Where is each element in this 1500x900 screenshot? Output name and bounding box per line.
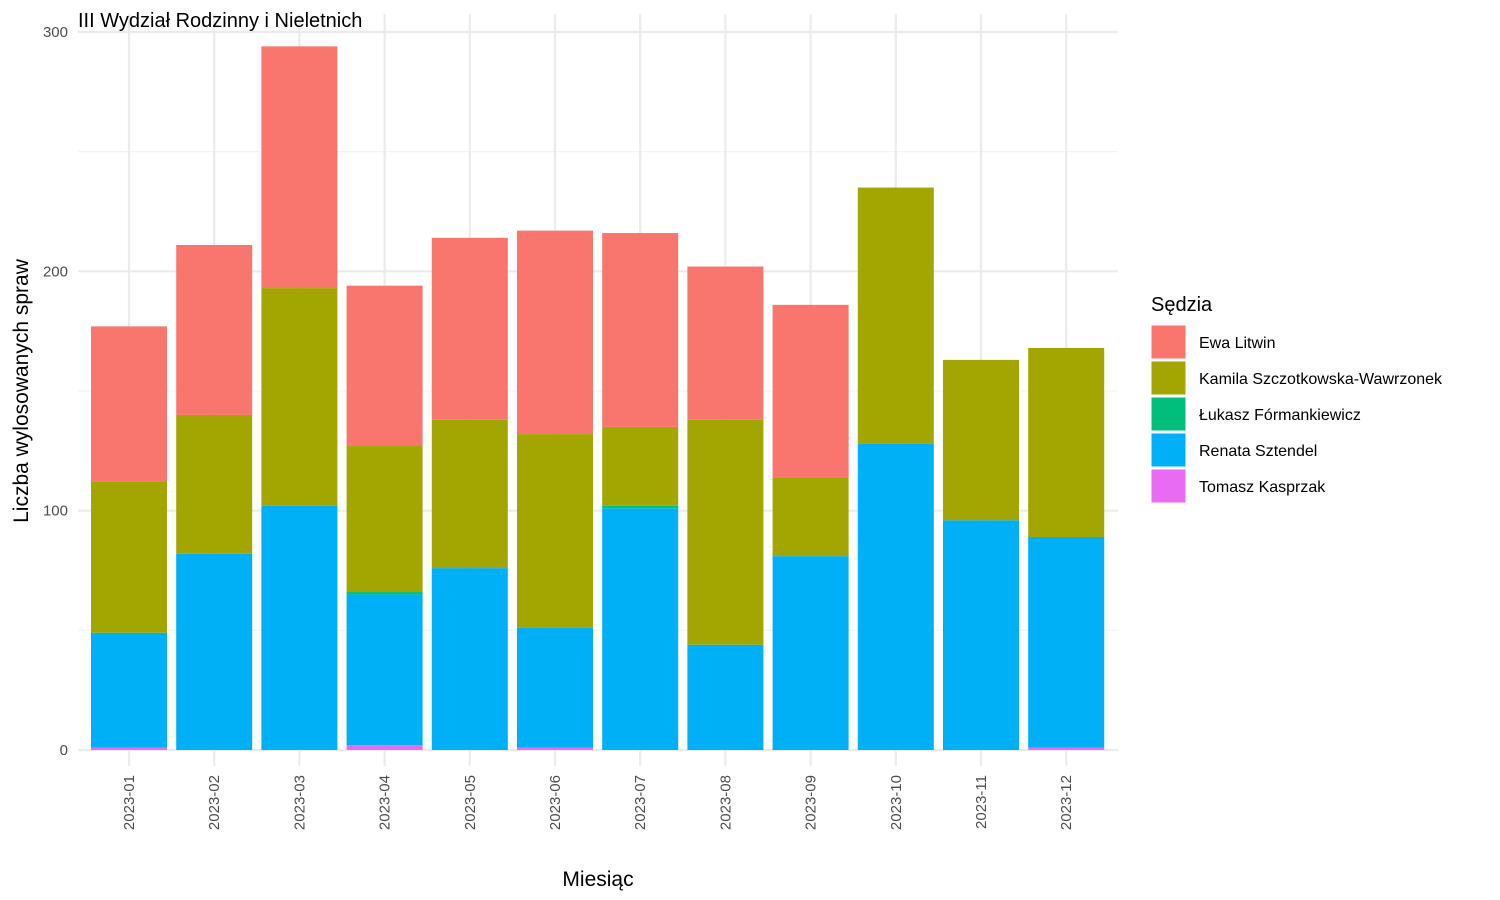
bar-segment: [602, 233, 679, 427]
legend-swatch: [1150, 360, 1187, 396]
bar-segment: [517, 747, 593, 750]
bar-segment: [602, 426, 679, 506]
x-tick-label: 2023-06: [547, 775, 564, 830]
legend-title: Sędzia: [1151, 294, 1213, 316]
bar-segment: [261, 505, 338, 750]
bars: [91, 46, 1105, 750]
bar-segment: [1028, 536, 1105, 748]
legend-item: Ewa Litwin: [1150, 324, 1275, 360]
legend-item: Kamila Szczotkowska-Wawrzonek: [1150, 360, 1443, 396]
x-tick-label: 2023-07: [632, 775, 649, 830]
bar-segment: [431, 237, 508, 420]
bar-segment: [687, 419, 764, 645]
legend-label: Ewa Litwin: [1199, 335, 1275, 352]
legend-item: Tomasz Kasprzak: [1150, 468, 1326, 504]
bar-segment: [261, 288, 338, 506]
x-tick-label: 2023-05: [462, 775, 479, 830]
x-tick-label: 2023-01: [121, 775, 138, 830]
bar-segment: [857, 187, 934, 444]
bar-segment: [1028, 347, 1105, 537]
bar-segment: [176, 414, 253, 554]
bar-segment: [772, 304, 849, 478]
bar-segment: [772, 556, 849, 750]
bar-segment: [91, 481, 167, 633]
legend-swatch: [1150, 432, 1187, 468]
chart-title: III Wydział Rodzinny i Nieletnich: [78, 10, 362, 32]
bar-segment: [346, 285, 423, 447]
legend-label: Łukasz Fórmankiewicz: [1199, 407, 1361, 424]
legend-swatch: [1150, 324, 1187, 360]
bar-segment: [91, 632, 167, 748]
x-tick-label: 2023-10: [888, 775, 905, 830]
bar-segment: [517, 627, 593, 748]
bar-segment: [91, 326, 167, 482]
legend-label: Renata Sztendel: [1199, 443, 1317, 460]
bar-segment: [772, 477, 849, 557]
y-axis-ticks: 0 100 200 300: [43, 24, 68, 759]
y-tick-label: 200: [43, 263, 68, 280]
bar-segment: [431, 568, 508, 750]
y-axis-title: Liczba wylosowanych spraw: [10, 258, 33, 523]
x-tick-label: 2023-03: [291, 775, 308, 830]
bar-segment: [346, 446, 423, 593]
y-tick-label: 100: [43, 503, 68, 520]
legend-swatch: [1150, 396, 1187, 432]
legend-label: Tomasz Kasprzak: [1199, 479, 1326, 496]
bar-segment: [261, 46, 338, 289]
bar-segment: [346, 592, 423, 595]
y-tick-label: 0: [60, 742, 68, 759]
x-tick-label: 2023-12: [1058, 775, 1075, 830]
bar-segment: [602, 508, 679, 750]
x-axis-ticks: 2023-01 2023-02 2023-03 2023-04 2023-05 2023-…: [121, 775, 1075, 830]
legend-items: Ewa Litwin Kamila Szczotkowska-Wawrzonek Ł…: [1150, 324, 1443, 504]
x-tick-label: 2023-08: [717, 775, 734, 830]
bar-segment: [176, 553, 253, 750]
y-tick-label: 300: [43, 24, 68, 41]
legend-label: Kamila Szczotkowska-Wawrzonek: [1199, 371, 1443, 388]
x-tick-label: 2023-09: [803, 775, 820, 830]
legend-item: Łukasz Fórmankiewicz: [1150, 396, 1361, 432]
bar-segment: [176, 245, 253, 415]
bar-segment: [687, 266, 764, 420]
bar-segment: [517, 434, 593, 628]
bar-segment: [1028, 747, 1105, 750]
bar-segment: [857, 443, 934, 750]
legend: Sędzia Ewa Litwin Kamila Szczotkowska-Waw…: [1150, 294, 1443, 504]
x-tick-label: 2023-11: [973, 775, 990, 829]
bar-segment: [346, 594, 423, 746]
bar-segment: [431, 419, 508, 569]
bar-segment: [943, 520, 1019, 750]
x-tick-label: 2023-04: [377, 775, 394, 830]
bar-segment: [346, 745, 423, 750]
bar-segment: [602, 505, 679, 509]
legend-swatch: [1150, 468, 1187, 504]
legend-item: Renata Sztendel: [1150, 432, 1317, 468]
bar-segment: [91, 747, 167, 750]
bar-segment: [687, 644, 764, 750]
bar-segment: [517, 230, 593, 435]
x-tick-label: 2023-02: [206, 775, 223, 830]
bar-segment: [943, 359, 1019, 521]
x-axis-title: Miesiąc: [562, 868, 633, 891]
